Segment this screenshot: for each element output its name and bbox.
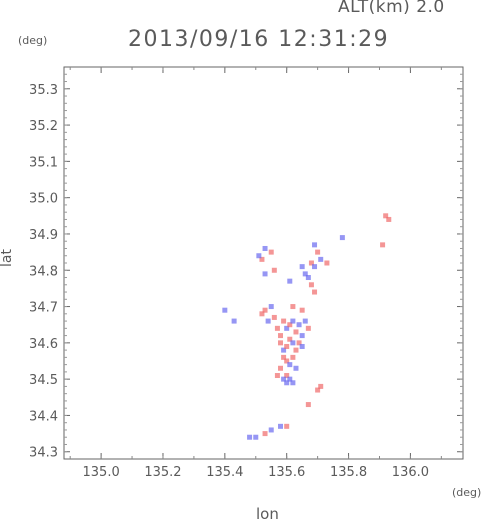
y-tick-label: 35.0	[29, 192, 58, 207]
y-tick-label: 34.3	[29, 446, 58, 461]
data-point	[318, 256, 324, 262]
data-point	[324, 260, 330, 266]
chart-timestamp: 2013/09/16 12:31:29	[128, 27, 390, 52]
y-tick-label: 34.5	[29, 373, 58, 388]
y-tick-label: 34.4	[29, 409, 58, 424]
data-point	[262, 271, 268, 277]
y-tick-label: 35.3	[29, 83, 58, 98]
data-point	[268, 427, 274, 433]
data-point	[231, 318, 237, 324]
x-tick-label: 136.0	[392, 465, 429, 480]
x-tick-label: 135.2	[144, 465, 181, 480]
data-point	[299, 307, 305, 313]
x-axis-label: lon	[256, 505, 279, 523]
data-point	[312, 264, 318, 270]
data-point	[265, 318, 271, 324]
data-point	[339, 235, 345, 241]
plot-frame	[63, 66, 464, 460]
data-point	[284, 380, 290, 386]
data-point	[305, 402, 311, 408]
y-tick-label: 34.8	[29, 264, 58, 279]
data-point	[253, 434, 259, 440]
data-point	[268, 304, 274, 310]
data-point	[386, 216, 392, 222]
data-point	[296, 322, 302, 328]
data-point	[287, 362, 293, 368]
data-point	[383, 213, 389, 219]
data-point	[278, 423, 284, 429]
data-point	[287, 278, 293, 284]
data-point	[293, 347, 299, 353]
data-point	[259, 256, 265, 262]
y-tick-label: 35.1	[29, 155, 58, 170]
data-point	[293, 329, 299, 335]
data-point	[302, 318, 308, 324]
data-point	[281, 376, 287, 382]
tick-group: 135.0 135.2 135.4 135.6 135.8 136.0 34.3 34.4 34…	[29, 67, 463, 480]
data-point	[281, 318, 287, 324]
y-tick-label: 34.7	[29, 301, 58, 316]
x-tick-label: 135.4	[206, 465, 243, 480]
data-point	[274, 325, 280, 331]
x-tick-label: 135.0	[83, 465, 120, 480]
data-point	[262, 431, 268, 437]
data-point	[305, 275, 311, 281]
data-point	[222, 307, 228, 313]
data-point	[247, 434, 253, 440]
data-point	[268, 249, 274, 255]
data-points	[222, 213, 392, 440]
data-point	[315, 387, 321, 393]
data-point	[299, 264, 305, 270]
data-point	[287, 322, 293, 328]
data-point	[290, 318, 296, 324]
data-point	[284, 373, 290, 379]
data-point	[312, 289, 318, 295]
data-point	[299, 343, 305, 349]
data-point	[281, 347, 287, 353]
data-point	[305, 325, 311, 331]
x-tick-label: 135.8	[330, 465, 367, 480]
x-tick-label: 135.6	[268, 465, 305, 480]
data-point	[380, 242, 386, 248]
data-point	[256, 253, 262, 259]
altitude-label: ALT(km) 2.0	[338, 0, 445, 17]
data-point	[318, 383, 324, 389]
data-point	[296, 340, 302, 346]
data-point	[284, 423, 290, 429]
data-point	[312, 242, 318, 248]
data-point	[308, 260, 314, 266]
data-point	[284, 358, 290, 364]
data-point	[278, 365, 284, 371]
data-point	[271, 314, 277, 320]
data-point	[274, 373, 280, 379]
data-point	[299, 333, 305, 339]
y-axis-unit: (deg)	[18, 34, 48, 47]
data-point	[262, 245, 268, 251]
data-point	[308, 282, 314, 288]
data-point	[293, 365, 299, 371]
data-point	[284, 343, 290, 349]
data-point	[259, 311, 265, 317]
data-point	[284, 325, 290, 331]
data-point	[287, 376, 293, 382]
data-point	[290, 380, 296, 386]
data-point	[290, 304, 296, 310]
data-point	[287, 336, 293, 342]
x-axis-unit: (deg)	[452, 486, 482, 499]
data-point	[302, 271, 308, 277]
data-point	[262, 307, 268, 313]
y-tick-label: 35.2	[29, 119, 58, 134]
data-point	[278, 333, 284, 339]
data-point	[278, 340, 284, 346]
data-point	[315, 249, 321, 255]
data-point	[290, 354, 296, 360]
y-tick-label: 34.6	[29, 337, 58, 352]
data-point	[281, 354, 287, 360]
y-tick-label: 34.9	[29, 228, 58, 243]
data-point	[271, 267, 277, 273]
data-point	[290, 340, 296, 346]
